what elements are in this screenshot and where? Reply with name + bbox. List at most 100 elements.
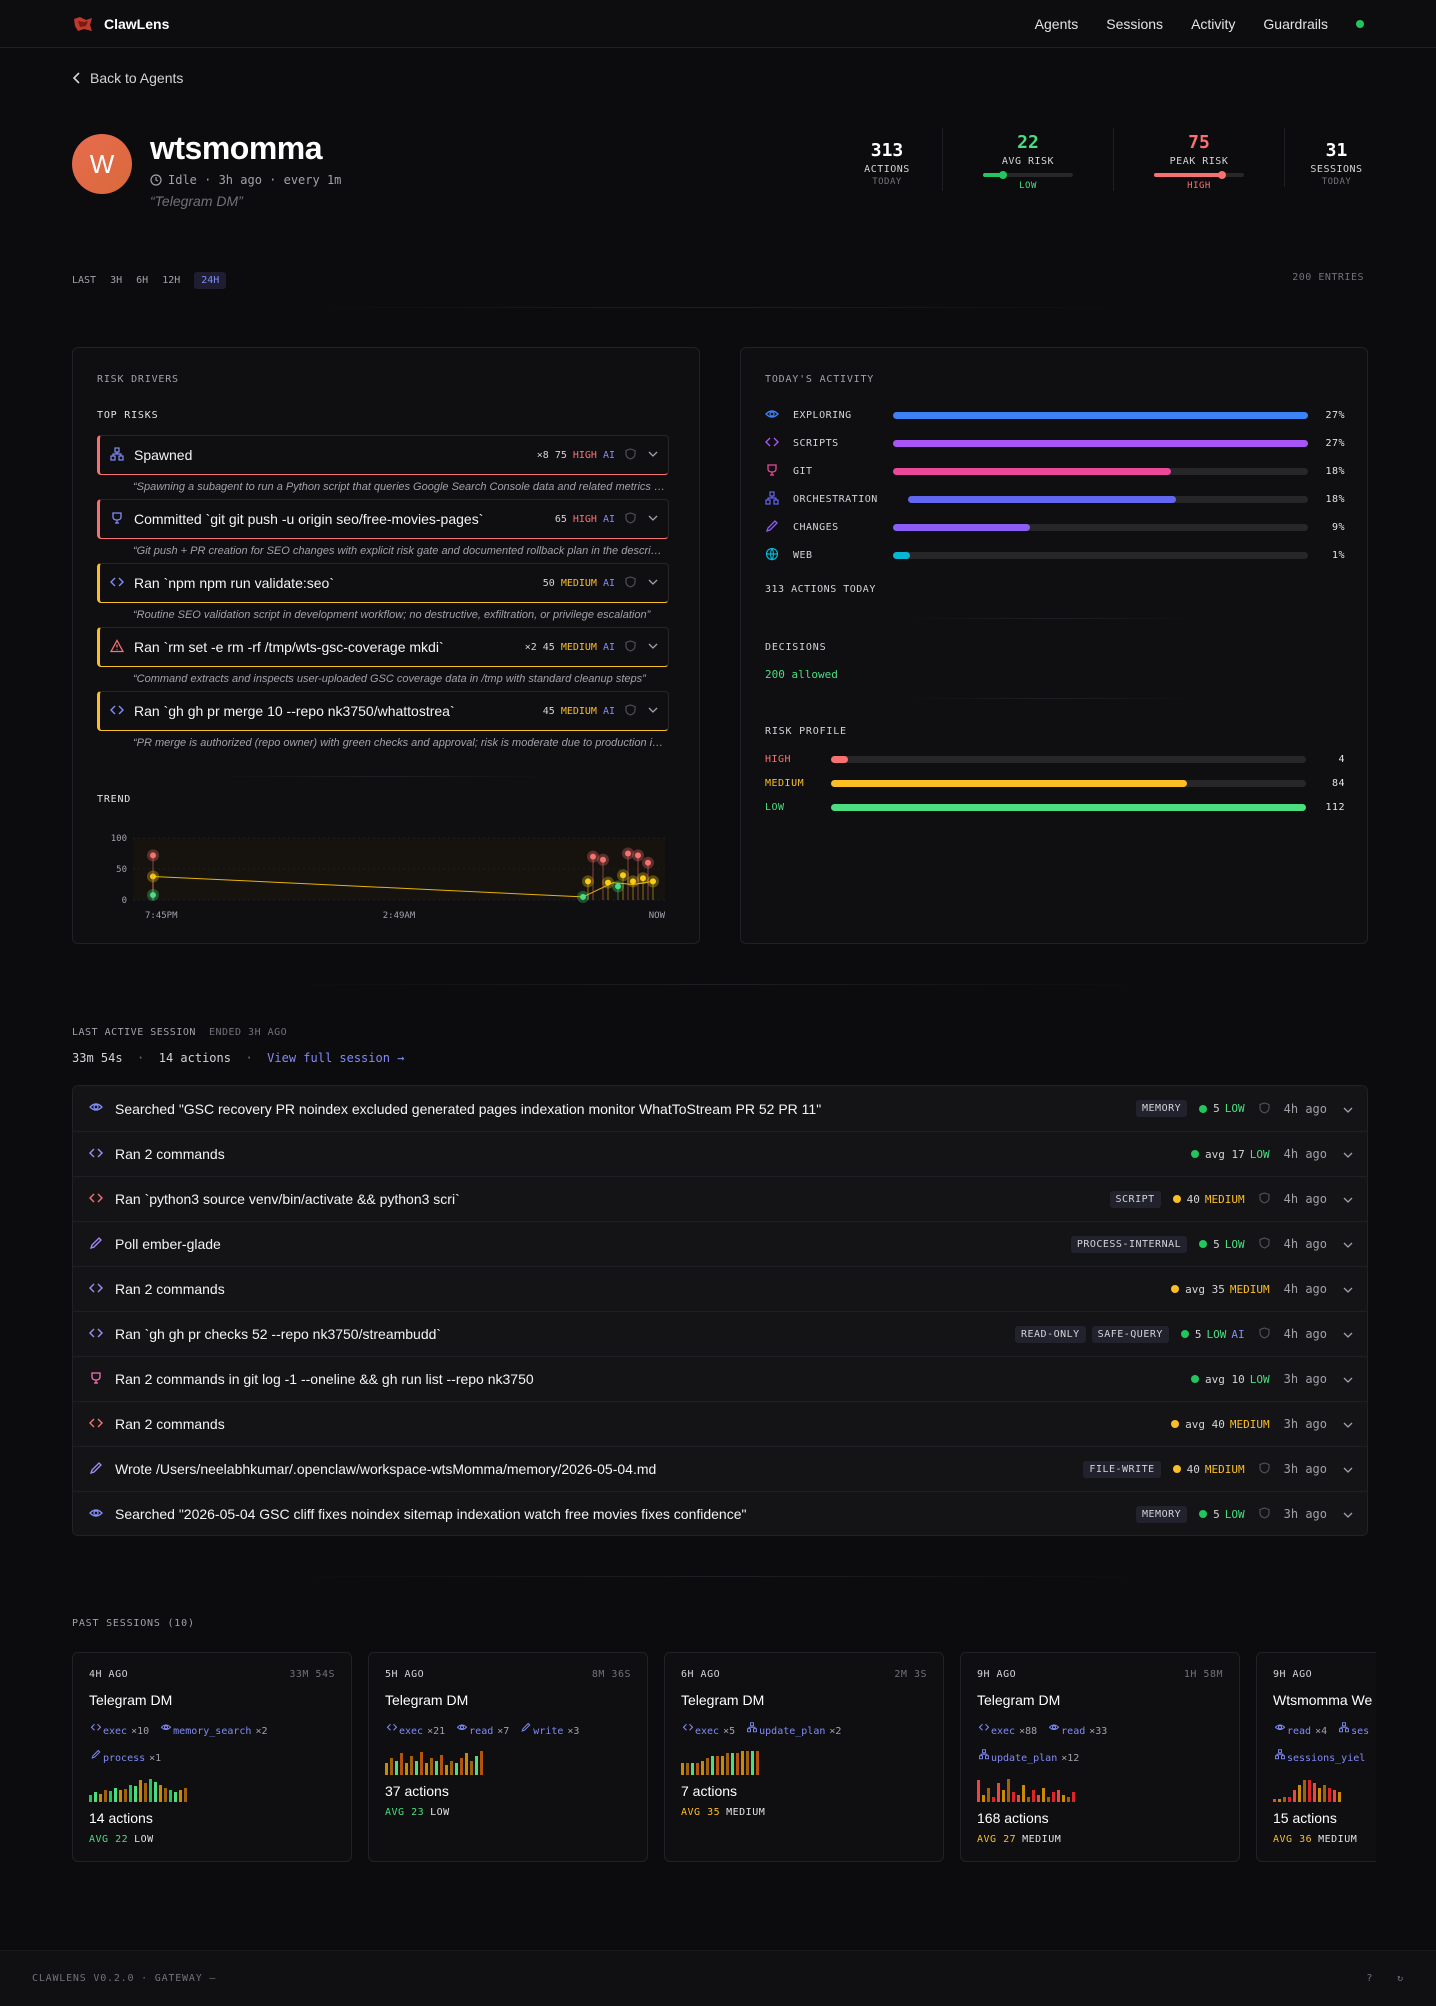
trend-point[interactable] xyxy=(630,878,636,885)
eye-icon xyxy=(1048,1721,1060,1741)
session-action-text: Ran `gh gh pr checks 52 --repo nk3750/st… xyxy=(115,1326,442,1342)
chevron-down-icon[interactable] xyxy=(648,578,658,589)
session-action-row[interactable]: Ran 2 commands avg 17 LOW 4h ago xyxy=(73,1131,1367,1176)
trend-point[interactable] xyxy=(600,856,606,863)
trend-point[interactable] xyxy=(640,875,646,882)
tool-count: ×4 xyxy=(1315,1726,1328,1737)
chevron-down-icon[interactable] xyxy=(1343,1506,1353,1522)
agent-description: “Telegram DM” xyxy=(150,193,243,209)
risk-item[interactable]: Ran `rm set -e rm -rf /tmp/wts-gsc-cover… xyxy=(97,627,669,667)
chevron-down-icon[interactable] xyxy=(1343,1236,1353,1252)
session-action-row[interactable]: Poll ember-glade PROCESS-INTERNAL 5 LOW 4h a… xyxy=(73,1221,1367,1266)
chevron-down-icon[interactable] xyxy=(1343,1281,1353,1297)
risk-title: Spawned xyxy=(134,447,193,463)
past-session-card[interactable]: 9H AGO Wtsmomma We read ×4 ses sessions_yiel 1… xyxy=(1256,1652,1376,1862)
spark-bar xyxy=(751,1751,754,1775)
spawn-icon xyxy=(110,446,124,464)
range-24h[interactable]: 24H xyxy=(194,272,227,289)
shield-icon[interactable] xyxy=(625,639,636,655)
brand[interactable]: ClawLens xyxy=(72,15,169,33)
back-to-agents-link[interactable]: Back to Agents xyxy=(72,70,183,86)
risk-item[interactable]: Ran `gh gh pr merge 10 --repo nk3750/wha… xyxy=(97,691,669,731)
activity-pct: 18% xyxy=(1325,465,1345,477)
session-action-row[interactable]: Ran 2 commands avg 40 MEDIUM 3h ago xyxy=(73,1401,1367,1446)
past-session-card[interactable]: 4H AGO 33M 54S Telegram DM exec ×10 memory_se… xyxy=(72,1652,352,1862)
last-session-title: LAST ACTIVE SESSION xyxy=(72,1027,196,1038)
trend-point[interactable] xyxy=(585,878,591,885)
chevron-down-icon[interactable] xyxy=(648,642,658,653)
chevron-down-icon[interactable] xyxy=(1343,1146,1353,1162)
tool-tag: read ×33 xyxy=(1047,1724,1108,1737)
shield-icon[interactable] xyxy=(1259,1461,1270,1477)
range-3h[interactable]: 3H xyxy=(110,275,123,286)
shield-icon[interactable] xyxy=(625,703,636,719)
pencil-icon xyxy=(91,1748,102,1768)
help-button[interactable]: ? xyxy=(1366,1973,1374,1984)
session-action-row[interactable]: Ran `gh gh pr checks 52 --repo nk3750/st… xyxy=(73,1311,1367,1356)
stat-peak-risk: 75 PEAK RISK HIGH xyxy=(1113,128,1284,191)
chevron-down-icon[interactable] xyxy=(1343,1326,1353,1342)
brand-name: ClawLens xyxy=(104,15,170,32)
card-avg-level: MEDIUM xyxy=(726,1807,766,1818)
shield-icon[interactable] xyxy=(1259,1326,1270,1342)
stat-actions-label: ACTIONS xyxy=(864,164,910,175)
chevron-down-icon[interactable] xyxy=(1343,1191,1353,1207)
session-action-row[interactable]: Searched "2026-05-04 GSC cliff fixes noi… xyxy=(73,1491,1367,1535)
shield-icon[interactable] xyxy=(625,575,636,591)
risk-item[interactable]: Ran `npm npm run validate:seo` 50 MEDIUM AI xyxy=(97,563,669,603)
nav-activity[interactable]: Activity xyxy=(1191,15,1236,32)
past-session-card[interactable]: 5H AGO 8M 36S Telegram DM exec ×21 read ×7 writ… xyxy=(368,1652,648,1862)
nav-guardrails[interactable]: Guardrails xyxy=(1263,15,1328,32)
trend-point[interactable] xyxy=(590,853,596,860)
session-action-row[interactable]: Ran `python3 source venv/bin/activate &&… xyxy=(73,1176,1367,1221)
chevron-down-icon[interactable] xyxy=(1343,1416,1353,1432)
chevron-down-icon[interactable] xyxy=(1343,1101,1353,1117)
trend-point[interactable] xyxy=(645,859,651,866)
shield-icon[interactable] xyxy=(1259,1101,1270,1117)
shield-icon[interactable] xyxy=(625,511,636,527)
trend-point[interactable] xyxy=(150,852,156,859)
nav-sessions[interactable]: Sessions xyxy=(1106,15,1164,32)
risk-level: LOW xyxy=(1249,1147,1270,1161)
risk-item[interactable]: Committed `git git push -u origin seo/fr… xyxy=(97,499,669,539)
shield-icon[interactable] xyxy=(1259,1236,1270,1252)
trend-point[interactable] xyxy=(620,872,626,879)
card-avg-level: LOW xyxy=(134,1834,154,1845)
view-full-session-link[interactable]: View full session → xyxy=(267,1051,405,1065)
trend-point[interactable] xyxy=(635,852,641,859)
activity-name: CHANGES xyxy=(793,521,839,533)
risk-level: HIGH xyxy=(572,513,597,525)
trend-point[interactable] xyxy=(150,892,156,899)
trend-point[interactable] xyxy=(580,893,586,900)
spark-bar xyxy=(159,1785,162,1802)
chevron-down-icon[interactable] xyxy=(648,514,658,525)
trend-point[interactable] xyxy=(605,879,611,886)
refresh-button[interactable]: ↻ xyxy=(1397,1973,1404,1984)
spark-bar xyxy=(114,1788,117,1802)
range-6h[interactable]: 6H xyxy=(136,275,149,286)
session-action-row[interactable]: Searched "GSC recovery PR noindex exclud… xyxy=(73,1086,1367,1131)
trend-point[interactable] xyxy=(615,883,621,890)
shield-icon[interactable] xyxy=(1259,1506,1270,1522)
session-action-row[interactable]: Wrote /Users/neelabhkumar/.openclaw/work… xyxy=(73,1446,1367,1491)
spark-bar xyxy=(731,1753,734,1775)
nav-agents[interactable]: Agents xyxy=(1034,15,1079,32)
chevron-down-icon[interactable] xyxy=(648,706,658,717)
shield-icon[interactable] xyxy=(625,447,636,463)
chevron-down-icon[interactable] xyxy=(648,450,658,461)
range-12h[interactable]: 12H xyxy=(162,275,181,286)
trend-point[interactable] xyxy=(650,878,656,885)
risk-item[interactable]: Spawned ×8 75 HIGH AI xyxy=(97,435,669,475)
past-session-card[interactable]: 6H AGO 2M 3S Telegram DM exec ×5 update_plan ×… xyxy=(664,1652,944,1862)
trend-point[interactable] xyxy=(625,850,631,857)
avg-risk-gauge xyxy=(983,171,1073,179)
action-time: 3h ago xyxy=(1283,1417,1327,1431)
risk-level: LOW xyxy=(1224,1102,1245,1115)
tool-count: ×33 xyxy=(1089,1726,1108,1737)
chevron-down-icon[interactable] xyxy=(1343,1371,1353,1387)
chevron-down-icon[interactable] xyxy=(1343,1461,1353,1477)
past-session-card[interactable]: 9H AGO 1H 58M Telegram DM exec ×88 read ×33 upd… xyxy=(960,1652,1240,1862)
session-action-row[interactable]: Ran 2 commands avg 35 MEDIUM 4h ago xyxy=(73,1266,1367,1311)
shield-icon[interactable] xyxy=(1259,1191,1270,1207)
session-action-row[interactable]: Ran 2 commands in git log -1 --oneline &… xyxy=(73,1356,1367,1401)
